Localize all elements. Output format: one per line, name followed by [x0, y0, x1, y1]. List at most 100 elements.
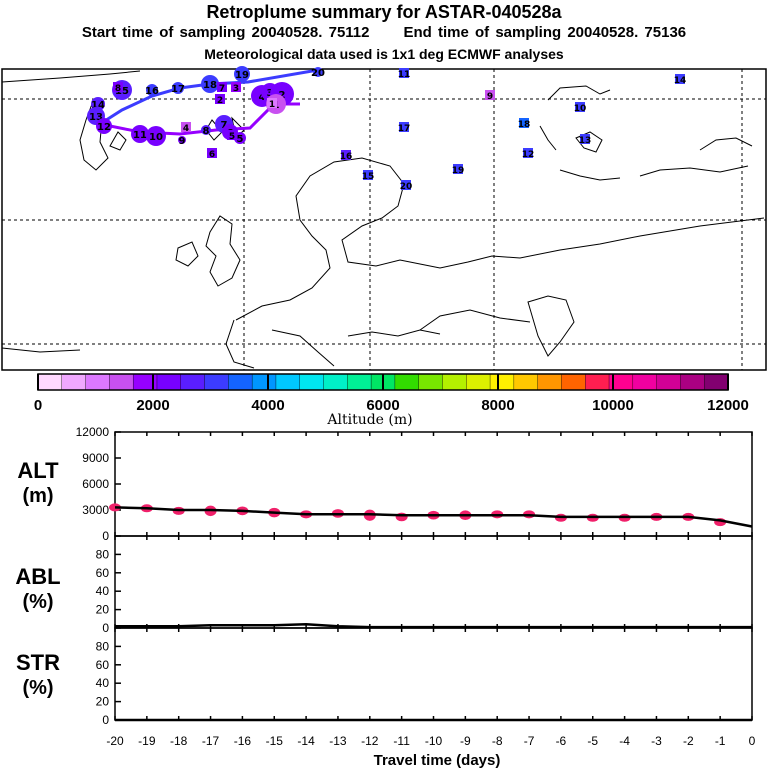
abl-ylabel-bottom: (%) — [22, 591, 53, 613]
xtick-label: -19 — [138, 734, 156, 748]
cluster-marker — [485, 90, 495, 100]
cluster-label: 1 — [269, 100, 275, 110]
cluster-label: 4 — [183, 124, 189, 134]
xtick-label: -13 — [329, 734, 347, 748]
cluster-marker — [363, 170, 373, 180]
alt-yticks: 12000 9000 6000 3000 0 — [76, 425, 121, 543]
alt-ylabel-bottom: (m) — [22, 485, 53, 507]
meteo-note: Meteorological data used is 1x1 deg ECMW… — [204, 46, 564, 62]
start-time: Start time of sampling 20040528. 75112 — [81, 24, 370, 41]
colorbar-tick-label: 2000 — [136, 397, 169, 414]
plume-point-label: 5 — [237, 134, 244, 145]
cluster-marker — [519, 118, 529, 128]
ytick-label: 0 — [102, 713, 109, 727]
coast-greenland-north — [1, 70, 141, 83]
cluster-label: 3 — [233, 84, 239, 94]
ytick-label: 0 — [102, 621, 109, 635]
plume-point — [96, 118, 112, 134]
xtick-label: -9 — [460, 734, 471, 748]
xtick-label: -15 — [266, 734, 284, 748]
plume-point — [131, 125, 149, 143]
plume-point-label: 11 — [133, 130, 147, 141]
ytick-label: 12000 — [76, 425, 110, 439]
colorbar-cell — [347, 373, 372, 391]
plume-point — [313, 67, 323, 77]
cluster-marker — [523, 148, 533, 158]
ytick-label: 20 — [96, 603, 110, 617]
cluster-marker — [399, 122, 409, 132]
cluster-label: 5 — [229, 132, 235, 142]
plume-point — [178, 136, 186, 144]
xtick-label: -8 — [492, 734, 503, 748]
ytick-label: 0 — [102, 529, 109, 543]
cluster-label: 7 — [219, 84, 225, 94]
cluster-marker — [267, 98, 277, 108]
end-time: End time of sampling 20040528. 75136 — [403, 24, 687, 41]
colorbar-cell — [704, 373, 729, 391]
colorbar-cell — [204, 373, 230, 391]
coast-caspian — [527, 295, 575, 357]
ytick-label: 9000 — [82, 451, 109, 465]
plume-point-label: 17 — [171, 84, 185, 95]
coast-scandinavia-europe — [235, 157, 765, 321]
cluster-label: 10 — [574, 104, 587, 114]
ytick-label: 6000 — [82, 477, 109, 491]
colorbar-cell — [680, 373, 705, 391]
ytick-label: 20 — [96, 695, 110, 709]
ytick-label: 3000 — [82, 503, 109, 517]
colorbar-cell — [228, 373, 253, 391]
cluster-label: 20 — [400, 182, 413, 192]
xtick-label: -10 — [425, 734, 443, 748]
xtick-label: 0 — [749, 734, 756, 748]
plume-point — [201, 125, 211, 135]
cluster-label: 16 — [340, 152, 353, 162]
plume-point-label: 20 — [311, 68, 325, 79]
coast-iceland — [109, 131, 127, 151]
plume-point-label: 2 — [279, 90, 286, 101]
coast-taymyr — [539, 125, 557, 151]
colorbar-cell — [466, 373, 491, 391]
abl-line — [115, 623, 752, 629]
plume-point-label: 19 — [235, 70, 249, 81]
plume-point — [201, 75, 219, 93]
cluster-label: 19 — [452, 166, 465, 176]
panel-alt: ALT (m) 12000 9000 6000 3000 0 — [17, 425, 753, 543]
ytick-label: 80 — [96, 547, 110, 561]
cluster-marker — [227, 130, 237, 140]
colorbar-cell — [561, 373, 586, 391]
cluster-label: 8 — [115, 84, 121, 94]
colorbar-ticks: 0 2000 4000 6000 8000 10000 12000 — [34, 374, 749, 414]
str-yticks: 80 60 40 20 0 — [96, 639, 121, 727]
xtick-label: -14 — [297, 734, 315, 748]
xtick-label: -6 — [556, 734, 567, 748]
ytick-label: 40 — [96, 676, 110, 690]
sampling-times: Start time of sampling 20040528. 75112 En… — [0, 24, 768, 41]
str-xtick-marks — [114, 628, 753, 720]
cluster-label: 6 — [209, 150, 215, 160]
coast-black-sea — [419, 309, 531, 331]
colorbar-tick-label: 8000 — [481, 397, 514, 414]
plume-point-label: 14 — [91, 100, 105, 111]
plume-point — [234, 66, 250, 82]
cluster-label: 11 — [398, 70, 411, 80]
colorbar-cell — [156, 373, 182, 391]
cluster-marker — [399, 68, 409, 78]
str-ylabel-bottom: (%) — [22, 677, 53, 699]
cluster-marker — [207, 148, 217, 158]
colorbar-cell — [632, 373, 658, 391]
coast-britain — [205, 215, 241, 287]
colorbar-cell — [656, 373, 682, 391]
cluster-marker — [215, 94, 225, 104]
colorbar-cell — [299, 373, 325, 391]
altitude-colorbar: 0 2000 4000 6000 8000 10000 12000 Altitude (m) — [34, 373, 749, 428]
colorbar-tick-label: 0 — [34, 397, 42, 414]
coast-balkans — [347, 329, 441, 337]
colorbar-tick-label: 12000 — [707, 397, 749, 414]
colorbar-cell — [180, 373, 206, 391]
colorbar-cell — [442, 373, 467, 391]
colorbar-tick-label: 10000 — [592, 397, 634, 414]
colorbar-cell — [275, 373, 301, 391]
xtick-label: -7 — [524, 734, 535, 748]
